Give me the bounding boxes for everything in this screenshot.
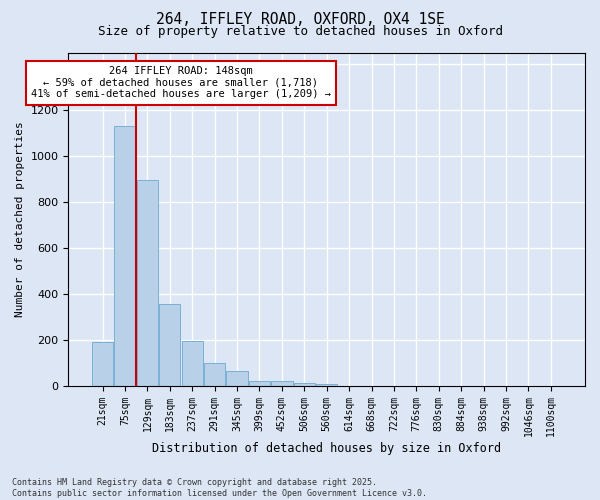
Text: 264, IFFLEY ROAD, OXFORD, OX4 1SE: 264, IFFLEY ROAD, OXFORD, OX4 1SE (155, 12, 445, 28)
Bar (182, 341, 203, 386)
Bar (226, 372, 248, 386)
Text: Contains HM Land Registry data © Crown copyright and database right 2025.
Contai: Contains HM Land Registry data © Crown c… (12, 478, 427, 498)
Y-axis label: Number of detached properties: Number of detached properties (15, 121, 25, 317)
Bar (137, 180, 158, 386)
Bar (316, 384, 337, 386)
Bar (204, 362, 225, 386)
Bar (159, 304, 181, 386)
Bar (115, 126, 136, 386)
Bar (249, 381, 270, 386)
Bar (271, 382, 293, 386)
Text: Size of property relative to detached houses in Oxford: Size of property relative to detached ho… (97, 25, 503, 38)
Bar (92, 342, 113, 386)
X-axis label: Distribution of detached houses by size in Oxford: Distribution of detached houses by size … (152, 442, 501, 455)
Bar (293, 383, 315, 386)
Text: 264 IFFLEY ROAD: 148sqm
← 59% of detached houses are smaller (1,718)
41% of semi: 264 IFFLEY ROAD: 148sqm ← 59% of detache… (31, 66, 331, 100)
